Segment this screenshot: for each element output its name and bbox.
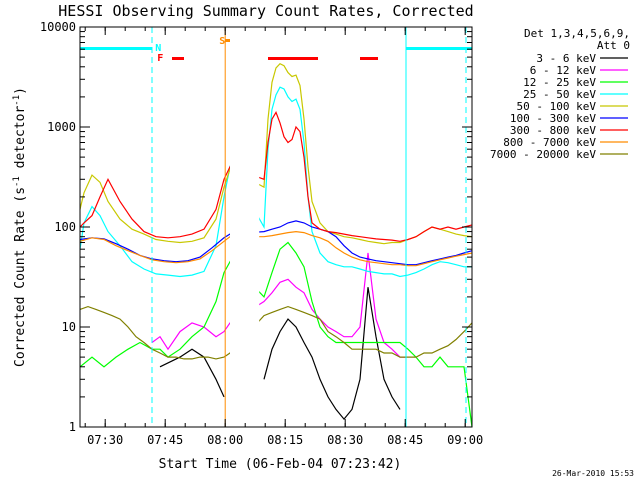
legend-label: 800 - 7000 keV xyxy=(503,136,596,149)
series-line-6 xyxy=(79,111,473,242)
x-tick-label: 08:45 xyxy=(387,433,423,447)
flare-interval-bar xyxy=(172,57,184,60)
y-axis-label-part: ) xyxy=(13,87,28,95)
night-interval-bar xyxy=(80,47,152,50)
x-tick-label: 08:15 xyxy=(267,433,303,447)
y-axis-label-superscript: -1 xyxy=(12,95,22,106)
series-line-2 xyxy=(79,241,473,428)
legend-label: 50 - 100 keV xyxy=(517,100,597,113)
legend-label: 7000 - 20000 keV xyxy=(490,148,596,161)
legend-subheader: Att 0 xyxy=(597,39,630,52)
y-tick-label: 1000 xyxy=(47,120,76,134)
series-line-8 xyxy=(79,305,473,360)
legend-label: 25 - 50 keV xyxy=(523,88,596,101)
legend-header: Det 1,3,4,5,6,9, xyxy=(524,27,630,40)
series-layer xyxy=(79,62,473,428)
x-tick-label: 07:45 xyxy=(147,433,183,447)
series-line-4 xyxy=(79,62,473,245)
series-line-0 xyxy=(159,287,401,421)
y-axis-label-part: detector xyxy=(13,106,28,177)
chart-title: HESSI Observing Summary Count Rates, Cor… xyxy=(58,2,473,20)
x-tick-label: 09:00 xyxy=(447,433,483,447)
legend-label: 300 - 800 keV xyxy=(510,124,596,137)
y-tick-label: 100 xyxy=(54,220,76,234)
flare-interval-bar xyxy=(268,57,318,60)
y-axis-label-part: Corrected Count Rate (s xyxy=(13,187,28,367)
flare-interval-bar xyxy=(360,57,378,60)
saa-label: S xyxy=(219,36,225,47)
legend-label: 100 - 300 keV xyxy=(510,112,596,125)
x-axis-label: Start Time (06-Feb-04 07:23:42) xyxy=(159,457,402,472)
series-line-7 xyxy=(79,230,473,267)
series-line-5 xyxy=(79,220,473,266)
annotation-layer: N S F xyxy=(79,27,472,427)
y-axis-label: Corrected Count Rate (s-1 detector-1) xyxy=(12,87,28,367)
footer-timestamp: 26-Mar-2010 15:53 xyxy=(552,469,634,478)
flare-label: F xyxy=(157,53,163,64)
x-tick-label: 08:00 xyxy=(207,433,243,447)
series-line-1 xyxy=(151,252,406,358)
x-tick-label: 07:30 xyxy=(87,433,123,447)
legend-label: 6 - 12 keV xyxy=(530,64,597,77)
y-axis-label-superscript: -1 xyxy=(12,176,22,187)
y-tick-label: 10000 xyxy=(40,20,76,34)
y-tick-label: 10 xyxy=(62,320,76,334)
x-tick-label: 08:30 xyxy=(327,433,363,447)
y-tick-label: 1 xyxy=(69,420,76,434)
ticks-layer: 1 10 100 1000 10000 07:30 07:45 08:00 08:15 08:30… xyxy=(40,20,483,447)
night-interval-bar xyxy=(406,47,472,50)
saa-gap xyxy=(230,27,260,427)
night-label: N xyxy=(155,43,161,54)
legend-label: 12 - 25 keV xyxy=(523,76,596,89)
legend-label: 3 - 6 keV xyxy=(536,52,596,65)
series-line-3 xyxy=(79,86,472,278)
